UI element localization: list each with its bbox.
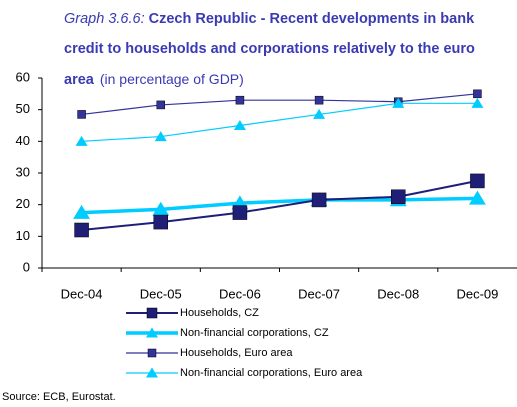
y-tick-label: 10 [16,228,30,243]
data-point [77,110,86,119]
x-tick-label: Dec-09 [456,286,498,301]
data-point [473,89,482,99]
data-point [469,190,486,205]
data-point [153,214,168,230]
data-point [471,97,484,108]
data-point [313,108,326,119]
series-line [81,196,478,215]
y-tick-label: 30 [16,164,30,179]
source: Source: ECB, Eurostat. [2,391,116,403]
y-tick-label: 40 [16,133,30,148]
legend-marker [146,307,158,319]
data-point [392,97,405,108]
data-point [74,222,89,238]
y-tick-label: 50 [16,101,30,116]
series-line [81,179,478,231]
x-tick-label: Dec-07 [298,286,340,301]
legend-label: Households, Euro area [180,347,293,359]
data-point [154,131,167,142]
series-line [81,102,478,142]
data-point [152,201,170,216]
data-point [391,189,406,204]
subtitle: (in percentage of GDP) [99,71,244,87]
chart-title: Graph 3.6.6: Czech Republic - Recent dev… [64,4,514,95]
title-label: Graph 3.6.6: [64,11,145,27]
x-tick-label: Dec-04 [61,286,103,301]
legend-label: Non-financial corporations, Euro area [180,367,363,379]
data-point [314,95,324,105]
legend-label: Non-financial corporations, CZ [180,327,329,339]
x-tick-label: Dec-05 [140,286,182,301]
data-point [232,205,248,220]
legend-marker [147,348,157,358]
x-tick-label: Dec-08 [377,286,419,301]
data-point [75,135,88,146]
data-point [470,173,485,189]
data-point [311,192,327,208]
data-point [156,100,165,110]
data-point [73,204,90,219]
title-text: Czech Republic - Recent developments in … [64,11,475,88]
data-point [233,120,246,130]
y-tick-label: 60 [16,69,30,84]
y-tick-label: 0 [23,259,30,274]
series-line [81,93,478,116]
legend-label: Households, CZ [180,307,259,319]
y-tick-label: 20 [16,196,30,211]
data-point [235,95,245,105]
legend-marker [146,367,158,378]
x-tick-label: Dec-06 [219,286,261,301]
legend-marker [146,327,158,338]
